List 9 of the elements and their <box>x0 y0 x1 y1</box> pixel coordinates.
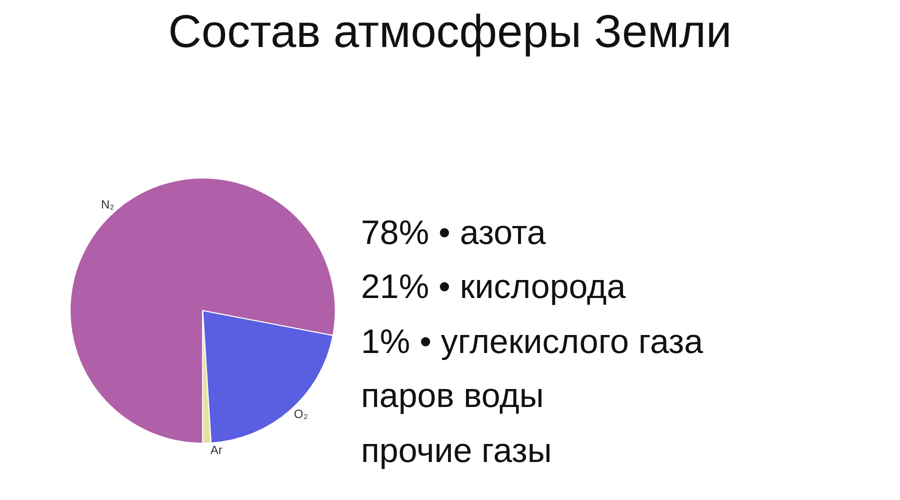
slice-label: N₂ <box>101 197 115 212</box>
text: прочие газы <box>361 432 552 470</box>
text: паров воды <box>361 377 544 415</box>
text: 78% • азота <box>361 214 546 252</box>
slice-label: O₂ <box>294 407 308 422</box>
text: Состав атмосферы Земли <box>168 5 732 58</box>
slice-label: Ar <box>210 443 222 458</box>
text: 21% • кислорода <box>361 268 626 306</box>
text: 1% • углекислого газа <box>361 323 704 361</box>
